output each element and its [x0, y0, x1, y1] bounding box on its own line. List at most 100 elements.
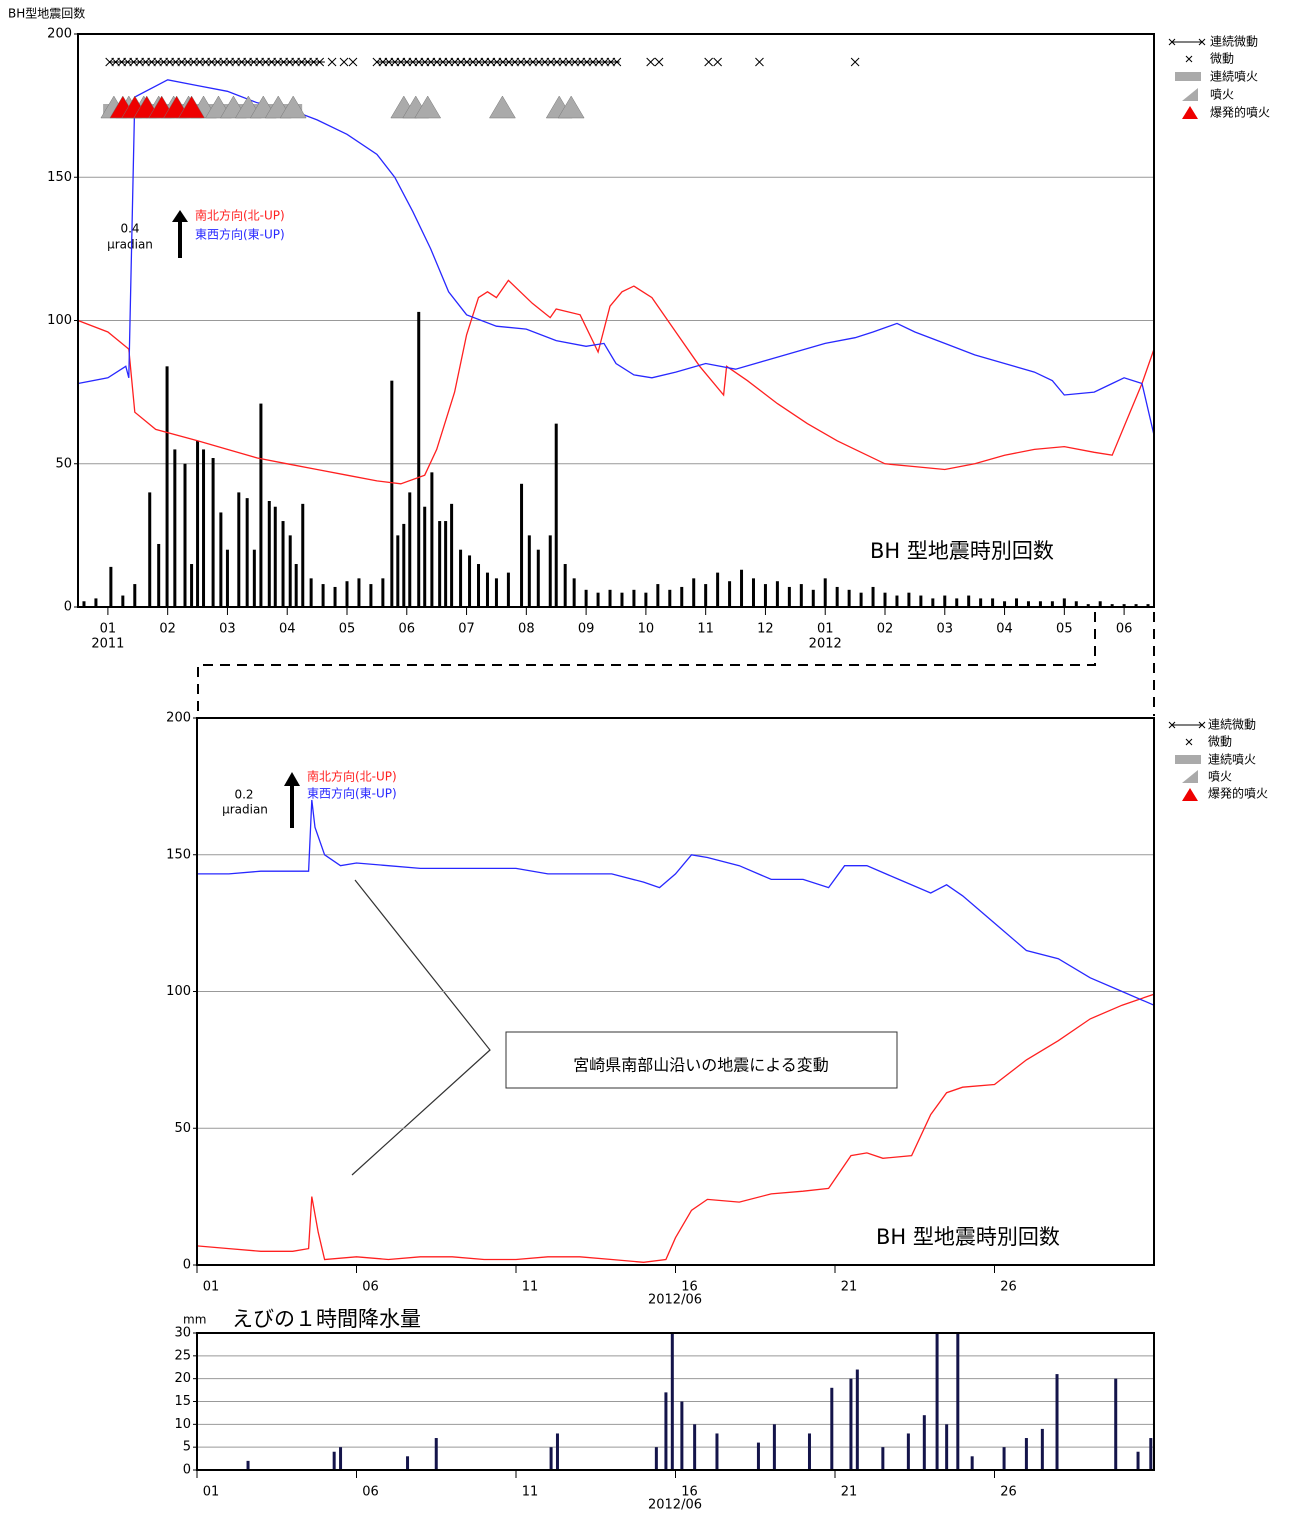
bar: [450, 503, 454, 607]
bar: [267, 500, 271, 607]
bar: [438, 521, 442, 607]
bar: [1038, 601, 1042, 607]
bar: [970, 1456, 974, 1470]
bar: [1003, 601, 1007, 607]
bar: [196, 440, 200, 607]
bar: [288, 535, 292, 607]
bar: [943, 595, 947, 607]
bar: [148, 492, 152, 607]
x-tick-label: 06: [362, 1485, 379, 1500]
x-tick-label: 02: [159, 622, 176, 637]
y-tick-label: 100: [166, 984, 191, 999]
legend: 連続微動 微動 連続噴火 噴火 爆発的噴火: [1168, 718, 1268, 801]
series-line: [196, 993, 1155, 1263]
bar: [109, 566, 113, 607]
x-tick-label: 01: [100, 622, 117, 637]
y-tick-label: 150: [166, 847, 191, 862]
bar: [1002, 1447, 1006, 1470]
bar: [321, 584, 325, 607]
bar: [165, 366, 169, 607]
bar: [294, 564, 298, 607]
legend-label: 噴火: [1210, 88, 1234, 102]
bar: [554, 423, 558, 607]
scale-value: 0.2: [234, 788, 253, 802]
bar: [956, 1333, 960, 1470]
bar: [548, 535, 552, 607]
bar: [847, 589, 851, 607]
bar: [907, 592, 911, 607]
bar: [94, 598, 98, 607]
bar: [301, 503, 305, 607]
bar: [381, 578, 385, 607]
bar: [245, 498, 249, 607]
y-tick-label: 10: [174, 1417, 191, 1432]
y-axis-label: mm: [183, 1313, 206, 1327]
legend-symbol: [1168, 38, 1206, 46]
explosive-eruption: [178, 95, 206, 119]
bar: [979, 598, 983, 607]
legend-label: 爆発的噴火: [1208, 786, 1268, 801]
bar: [895, 595, 899, 607]
x-axis-label: 2012/06: [648, 1293, 702, 1308]
bar: [835, 586, 839, 607]
series-label: 東西方向(東-UP): [195, 227, 285, 242]
x-tick-label: 02: [877, 622, 894, 637]
bar: [680, 1401, 684, 1470]
bar: [133, 584, 137, 607]
bar: [859, 592, 863, 607]
series-label: 南北方向(北-UP): [307, 769, 397, 784]
legend-symbol: [1185, 55, 1193, 63]
bar: [807, 1433, 811, 1470]
bar: [883, 592, 887, 607]
x-tick-label: 26: [1000, 1280, 1017, 1295]
legend: 連続微動 微動 連続噴火 噴火 爆発的噴火: [1168, 35, 1270, 120]
bar: [693, 1424, 697, 1470]
bar: [357, 578, 361, 607]
bar: [485, 572, 489, 607]
bar: [1074, 601, 1078, 607]
bar: [1146, 604, 1150, 607]
bar: [390, 380, 394, 607]
x-tick-label: 08: [518, 622, 535, 637]
tremor: [348, 57, 358, 67]
y-tick-label: 20: [174, 1371, 191, 1386]
bar: [1134, 604, 1138, 607]
y-tick-label: 15: [174, 1394, 191, 1409]
x-tick-label: 21: [841, 1280, 858, 1295]
bar: [219, 512, 223, 607]
bar: [715, 1433, 719, 1470]
legend-label: 連続噴火: [1210, 70, 1258, 84]
bar: [82, 601, 86, 607]
bar: [763, 584, 767, 607]
annotation-box: [505, 1031, 898, 1089]
continuous-tremor: [372, 57, 622, 67]
bar: [434, 1438, 438, 1470]
bar: [871, 586, 875, 607]
legend-symbol: [1168, 721, 1206, 729]
bar: [121, 595, 125, 607]
legend-symbol: [1182, 88, 1198, 101]
bar: [259, 403, 263, 607]
legend-symbol: [1185, 738, 1193, 746]
y-tick-label: 30: [174, 1326, 191, 1341]
bar: [477, 564, 481, 607]
series-line: [197, 799, 1155, 1006]
bar: [183, 463, 187, 607]
year-label: 2011: [91, 637, 124, 652]
legend-symbol: [1175, 72, 1201, 81]
series-line: [77, 279, 1155, 485]
bar: [1110, 604, 1114, 607]
y-tick-label: 25: [174, 1348, 191, 1363]
tremor: [327, 57, 337, 67]
bar: [1086, 604, 1090, 607]
bar: [881, 1447, 885, 1470]
bar: [955, 598, 959, 607]
y-tick-label: 200: [47, 27, 72, 42]
bar: [1062, 598, 1066, 607]
eruption: [557, 95, 585, 119]
bar: [520, 483, 524, 607]
bar: [632, 589, 636, 607]
bar: [211, 458, 215, 607]
